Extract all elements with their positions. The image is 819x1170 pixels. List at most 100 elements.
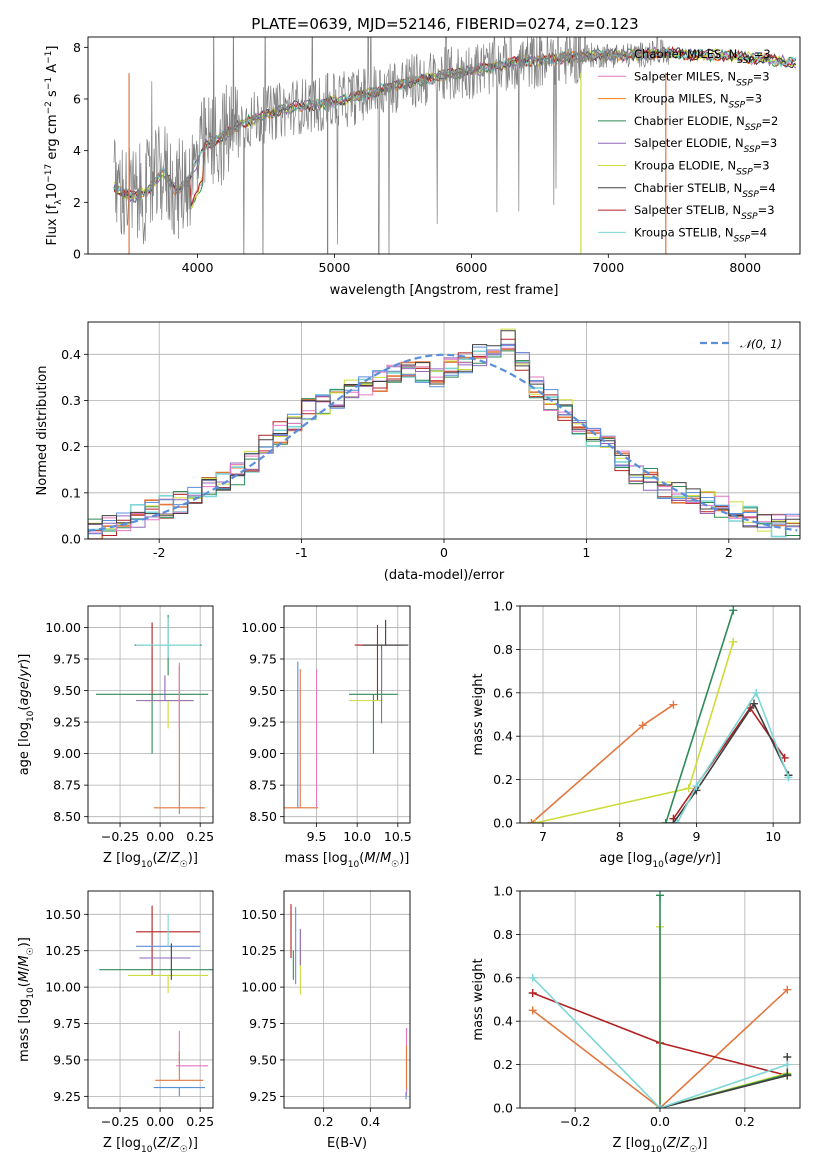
text-span: mass [log [17, 999, 32, 1062]
y-tick-label: 6 [73, 92, 81, 107]
y-tick-label: 9.00 [249, 746, 277, 761]
text-span: =3 [745, 92, 762, 106]
weight-line [665, 610, 735, 823]
text-span: )] [711, 851, 721, 866]
text-span: )] [399, 851, 409, 866]
weight-lines [527, 606, 793, 823]
spectrum-lines [113, 37, 797, 254]
y-tick-label: 0.2 [493, 1057, 513, 1072]
text-span: )] [188, 1136, 198, 1151]
text-span: ☉ [689, 1145, 697, 1155]
y-tick-label: 0.4 [493, 1014, 513, 1029]
text-span: SSP [729, 101, 746, 111]
weight-line [530, 704, 674, 823]
text-span: age [17, 681, 32, 705]
x-tick-label: −0.25 [101, 829, 139, 844]
text-span: 10 [26, 710, 36, 722]
text-span: / [376, 851, 381, 866]
mass-vs-ebv-panel: 0.2 0.4 9.25 9.50 9.75 10.00 10.25 10.50 E(B-V) [241, 890, 411, 1151]
x-axis-label: Z [log10(Z/Z☉)] [613, 1136, 708, 1155]
text-span: −1 [44, 51, 54, 64]
y-tick-label: 0.3 [61, 393, 81, 408]
weight-line [532, 989, 788, 1108]
errorbars [284, 619, 409, 809]
weight-point [752, 688, 761, 697]
text-span: =3 [760, 136, 777, 150]
text-span: =4 [750, 225, 767, 239]
y-tick-label: 0.8 [493, 927, 513, 942]
text-span: Z [log [103, 851, 141, 866]
y-tick-label: 10.00 [45, 980, 81, 995]
legend-label: Salpeter STELIB, NSSP=3 [634, 203, 775, 222]
text-span: =3 [753, 159, 770, 173]
weight-point [673, 819, 682, 823]
weight-point [749, 699, 758, 708]
y-tick-label: 9.75 [249, 651, 277, 666]
text-span: ☉ [180, 1145, 188, 1155]
y-tick-label: 0.0 [493, 816, 513, 831]
text-span: Kroupa MILES, N [634, 92, 729, 106]
y-tick-label: 10.00 [241, 980, 277, 995]
text-span: ( [152, 1136, 157, 1151]
text-span: yr [697, 851, 713, 866]
text-span: ( [359, 851, 364, 866]
text-span: ( [662, 1136, 667, 1151]
x-axis-label: Z [log10(Z/Z☉)] [103, 1136, 198, 1155]
text-span: )] [188, 851, 198, 866]
text-span: Z [log [103, 1136, 141, 1151]
weight-point [684, 784, 693, 793]
text-span: Z [170, 851, 181, 866]
text-span: / [17, 676, 32, 681]
y-tick-label: 0.6 [493, 685, 513, 700]
text-span: / [17, 966, 32, 971]
text-span: ☉ [391, 860, 399, 870]
text-span: / [166, 851, 171, 866]
legend-label: Kroupa ELODIE, NSSP=3 [634, 159, 770, 178]
text-span: yr [17, 662, 32, 678]
legend-label: Kroupa STELIB, NSSP=4 [634, 225, 767, 244]
x-tick-label: 0.00 [146, 1114, 174, 1129]
x-tick-label: 5000 [319, 260, 351, 275]
y-tick-label: 0.4 [61, 347, 81, 362]
text-span: )] [697, 1136, 707, 1151]
y-tick-label: 0.2 [493, 772, 513, 787]
text-span: 10 [26, 987, 36, 999]
text-span: Salpeter MILES, N [634, 69, 736, 83]
text-span: / [166, 1136, 171, 1151]
text-span: Z [157, 851, 168, 866]
age-vs-mass-panel: 9.5 10.0 10.5 8.50 8.75 9.00 9.25 9.50 9.75 10.00… [241, 605, 412, 870]
text-span: 10 [141, 860, 153, 870]
x-tick-label: 0.2 [735, 1114, 755, 1129]
text-span: Salpeter STELIB, N [634, 203, 741, 217]
y-tick-label: 0 [73, 247, 81, 262]
legend-label: 𝒩(0, 1) [740, 337, 782, 351]
text-span: SSP [744, 145, 761, 155]
y-tick-label: 10.50 [241, 907, 277, 922]
text-span: Chabrier MILES, N [634, 47, 737, 61]
axes-frame [519, 605, 801, 824]
text-span: M [380, 851, 391, 866]
y-tick-label: 8.75 [53, 778, 81, 793]
y-tick-label: 9.00 [53, 746, 81, 761]
y-tick-label: 9.25 [249, 1089, 277, 1104]
text-span: age [669, 851, 693, 866]
x-tick-label: 0.25 [186, 1114, 214, 1129]
x-tick-label: 0.0 [650, 1114, 670, 1129]
text-span: )] [17, 937, 32, 947]
y-tick-label: 9.50 [249, 683, 277, 698]
x-tick-label: -1 [295, 545, 307, 560]
y-tick-label: 0.1 [61, 485, 81, 500]
text-span: ☉ [180, 860, 188, 870]
x-axis-label: wavelength [Angstrom, rest frame] [330, 283, 559, 298]
y-tick-label: 0.6 [493, 970, 513, 985]
normal-curve [88, 353, 798, 532]
x-axis-label: age [log10(age/yr)] [599, 851, 721, 870]
y-tick-label: 4 [73, 143, 81, 158]
y-axis-label: mass weight [471, 958, 486, 1040]
y-axis-label: mass weight [471, 673, 486, 755]
y-tick-label: 9.25 [53, 1089, 81, 1104]
y-tick-label: 9.75 [53, 1016, 81, 1031]
text-span: Z [log [613, 1136, 651, 1151]
x-tick-label: 2 [725, 545, 733, 560]
